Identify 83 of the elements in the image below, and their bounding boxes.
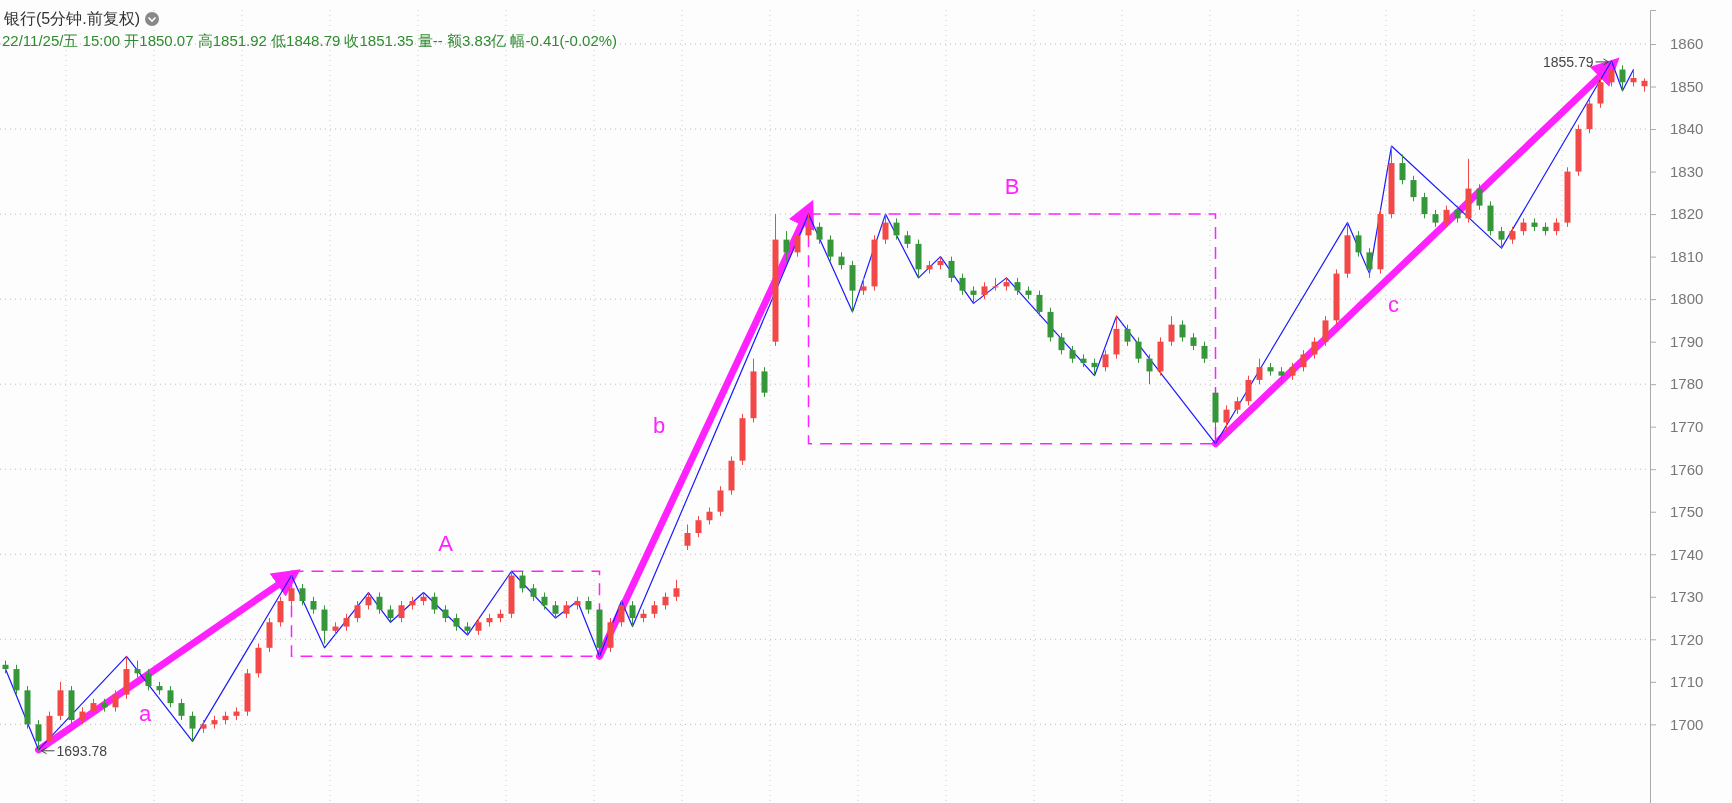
candlestick bbox=[1124, 324, 1131, 347]
candlestick bbox=[1201, 341, 1208, 364]
y-tick-label: 1700 bbox=[1670, 715, 1704, 733]
annotation: 1693.78 bbox=[56, 742, 108, 759]
annotation: a bbox=[138, 700, 152, 726]
y-tick-label: 1810 bbox=[1670, 247, 1704, 265]
candlestick bbox=[1245, 375, 1252, 406]
candlestick bbox=[1619, 64, 1626, 92]
candlestick bbox=[1058, 332, 1065, 355]
y-tick-label: 1770 bbox=[1670, 418, 1704, 435]
candlestick bbox=[1168, 315, 1175, 347]
annotation: 1855.79 bbox=[1542, 53, 1594, 70]
candlestick bbox=[1366, 247, 1373, 279]
y-tick-label: 1850 bbox=[1670, 77, 1704, 95]
candlestick bbox=[893, 217, 900, 241]
annotation: b bbox=[652, 413, 666, 439]
y-tick-label: 1860 bbox=[1670, 35, 1704, 53]
chart-title: 银行(5分钟.前复权) bbox=[3, 10, 140, 27]
candlestick bbox=[827, 234, 834, 262]
candlestick bbox=[629, 600, 636, 628]
candlestick bbox=[673, 579, 680, 602]
y-tick-label: 1760 bbox=[1670, 460, 1704, 478]
y-tick-label: 1800 bbox=[1670, 290, 1704, 308]
candlestick bbox=[1498, 226, 1505, 249]
candlestick bbox=[695, 515, 702, 538]
candlestick bbox=[145, 668, 152, 691]
y-tick-label: 1720 bbox=[1670, 630, 1704, 648]
candlestick bbox=[167, 685, 174, 708]
y-tick-label: 1830 bbox=[1670, 162, 1704, 180]
candlestick bbox=[1146, 353, 1153, 385]
candlestick bbox=[1476, 183, 1483, 211]
candlestick bbox=[431, 592, 438, 615]
candlestick bbox=[1399, 154, 1406, 185]
candlestick bbox=[684, 523, 691, 551]
candlestick bbox=[376, 592, 383, 615]
candlestick bbox=[1179, 319, 1186, 343]
candlestick bbox=[761, 366, 768, 398]
candlestick bbox=[992, 277, 999, 292]
candlestick bbox=[1223, 404, 1230, 432]
candlestick bbox=[1410, 175, 1417, 202]
candlestick bbox=[1135, 336, 1142, 364]
candlestick bbox=[277, 596, 284, 628]
candlestick bbox=[299, 583, 306, 606]
candlestick bbox=[1256, 358, 1263, 385]
candlestick bbox=[321, 604, 328, 645]
candlestick bbox=[816, 222, 823, 245]
candlestick bbox=[783, 230, 790, 262]
candlestick bbox=[1036, 290, 1043, 317]
candlestick bbox=[13, 664, 20, 696]
candlestick bbox=[1322, 315, 1329, 347]
candlestick bbox=[112, 689, 119, 713]
annotation: c bbox=[1388, 292, 1399, 318]
candlestick bbox=[1300, 349, 1307, 372]
candlestick bbox=[1102, 349, 1109, 372]
candlestick bbox=[959, 273, 966, 296]
y-tick-label: 1740 bbox=[1670, 545, 1704, 563]
y-tick-label: 1790 bbox=[1670, 332, 1704, 350]
candlestick bbox=[794, 230, 801, 258]
candlestick bbox=[1311, 336, 1318, 360]
candlestick bbox=[354, 600, 361, 623]
y-tick-label: 1820 bbox=[1670, 205, 1704, 223]
y-tick-label: 1780 bbox=[1670, 375, 1704, 393]
y-tick-label: 1750 bbox=[1670, 503, 1704, 521]
y-tick-label: 1840 bbox=[1670, 120, 1704, 138]
candlestick bbox=[717, 485, 724, 517]
candlestick bbox=[1443, 205, 1450, 228]
y-tick-label: 1730 bbox=[1670, 588, 1704, 606]
candlestick bbox=[1421, 192, 1428, 219]
candlestick bbox=[1597, 77, 1604, 109]
candlestick bbox=[618, 600, 625, 628]
annotation: A bbox=[438, 531, 454, 557]
candlestick bbox=[288, 575, 295, 606]
annotation: B bbox=[1004, 174, 1020, 200]
text: 22/11/25/五 15:00 开1850.07 高1851.92 低1848.79 收1851.35 量-- 额3.83亿 幅-0.41(-0.02%) bbox=[2, 32, 618, 49]
candlestick bbox=[189, 711, 196, 742]
candlestick bbox=[178, 698, 185, 721]
candlestick bbox=[805, 213, 812, 241]
candlestick bbox=[948, 256, 955, 283]
candlestick bbox=[519, 570, 526, 594]
candlestick bbox=[882, 213, 889, 245]
candlestick bbox=[398, 600, 405, 623]
y-tick-label: 1710 bbox=[1670, 673, 1704, 691]
candlestick bbox=[1355, 230, 1362, 258]
